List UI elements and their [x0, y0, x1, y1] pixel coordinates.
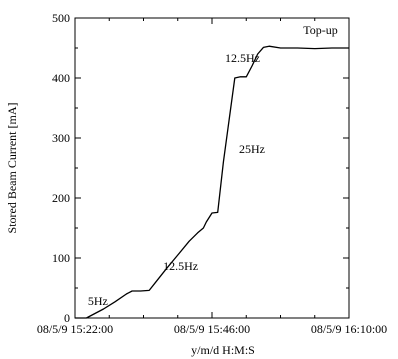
- series-layer: [75, 45, 349, 319]
- x-tick-label: 08/5/9 15:22:00: [37, 322, 113, 336]
- x-axis: 08/5/9 15:22:00 08/5/9 15:46:00 08/5/9 16:…: [37, 18, 387, 336]
- plot-frame: [74, 17, 350, 319]
- y-axis-title: Stored Beam Current [mA]: [5, 103, 19, 234]
- annotation-label: 25Hz: [239, 142, 265, 156]
- annotation-label: 5Hz: [88, 294, 108, 308]
- series-line: [75, 45, 349, 319]
- x-axis-title: y/m/d H:M:S: [191, 343, 255, 357]
- y-tick-label: 300: [52, 131, 70, 145]
- plot-border: [74, 17, 350, 319]
- y-tick-label: 400: [52, 71, 70, 85]
- y-axis: 0 100 200 300 400 500: [52, 11, 349, 325]
- annotation-label: 12.5Hz: [225, 51, 260, 65]
- y-tick-label: 0: [64, 311, 70, 325]
- annotation-label: 12.5Hz: [163, 259, 198, 273]
- y-tick-label: 200: [52, 191, 70, 205]
- x-tick-label: 08/5/9 15:46:00: [174, 322, 250, 336]
- x-tick-label: 08/5/9 16:10:00: [311, 322, 387, 336]
- annotations: 5Hz 12.5Hz 12.5Hz 25Hz Top-up: [88, 23, 338, 308]
- y-tick-label: 500: [52, 11, 70, 25]
- annotation-label: Top-up: [303, 23, 338, 37]
- y-tick-label: 100: [52, 251, 70, 265]
